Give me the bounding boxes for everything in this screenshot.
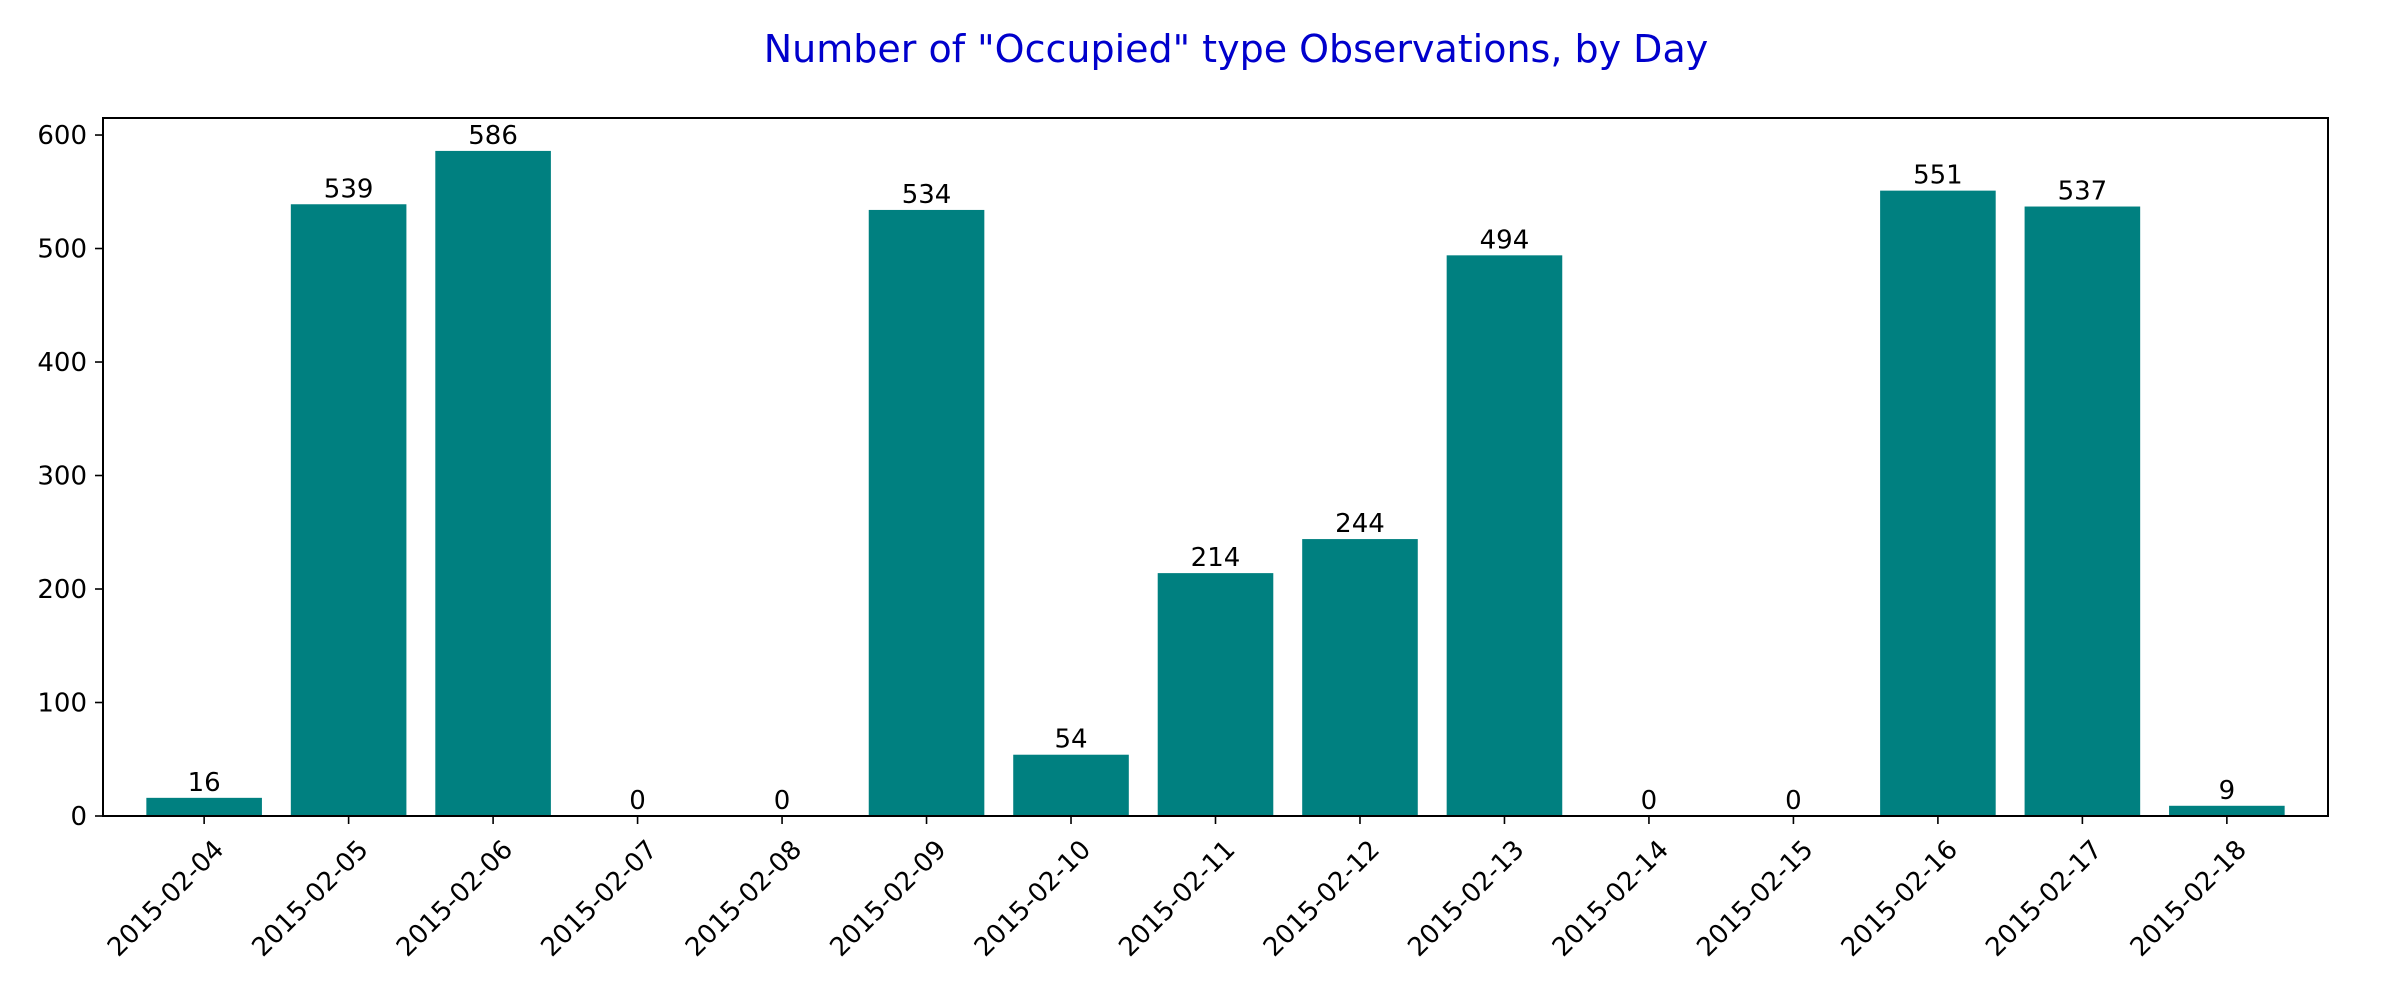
x-tick-label: 2015-02-15 xyxy=(1691,835,1819,963)
x-tick-label: 2015-02-12 xyxy=(1258,835,1386,963)
data-label-2015-02-07: 0 xyxy=(629,786,646,816)
plot-frame xyxy=(102,117,2329,817)
x-axis: 2015-02-04 2015-02-05 2015-02-06 2015-02-07… xyxy=(102,816,2253,963)
data-label-2015-02-12: 244 xyxy=(1335,509,1385,539)
x-tick-label: 2015-02-09 xyxy=(824,835,952,963)
data-label-2015-02-16: 551 xyxy=(1913,161,1963,191)
y-tick-label: 500 xyxy=(37,235,87,265)
data-label-2015-02-04: 16 xyxy=(188,768,221,798)
bar-2015-02-09 xyxy=(868,209,985,816)
data-label-2015-02-10: 54 xyxy=(1054,725,1087,755)
y-tick-label: 600 xyxy=(37,121,87,151)
y-tick-label: 300 xyxy=(37,462,87,492)
x-tick-label: 2015-02-05 xyxy=(247,835,375,963)
data-label-2015-02-11: 214 xyxy=(1191,543,1241,573)
x-tick-label: 2015-02-06 xyxy=(391,835,519,963)
x-tick-label: 2015-02-10 xyxy=(969,835,1097,963)
data-label-2015-02-14: 0 xyxy=(1641,786,1658,816)
bar-2015-02-11 xyxy=(1157,573,1274,816)
x-tick-label: 2015-02-14 xyxy=(1547,835,1675,963)
data-label-2015-02-06: 586 xyxy=(468,121,518,151)
bar-2015-02-10 xyxy=(1013,754,1129,816)
y-tick-label: 400 xyxy=(37,348,87,378)
bar-2015-02-13 xyxy=(1446,255,1563,816)
y-tick-label: 200 xyxy=(37,575,87,605)
data-label-2015-02-15: 0 xyxy=(1785,786,1802,816)
bar-2015-02-04 xyxy=(146,797,262,816)
x-tick-label: 2015-02-04 xyxy=(102,835,230,963)
data-labels-layer: 16 539 586 0 0 534 54 214 244 494 0 0 551 537 9 xyxy=(188,121,2236,816)
y-tick-label: 100 xyxy=(37,689,87,719)
data-label-2015-02-08: 0 xyxy=(774,786,791,816)
x-tick-label: 2015-02-18 xyxy=(2125,835,2253,963)
bar-2015-02-17 xyxy=(2024,206,2141,816)
y-axis: 0 100 200 300 400 500 600 xyxy=(37,121,103,832)
x-tick-label: 2015-02-08 xyxy=(680,835,808,963)
data-label-2015-02-17: 537 xyxy=(2058,177,2108,207)
chart-title: Number of "Occupied" type Observations, … xyxy=(764,27,1708,71)
bar-2015-02-16 xyxy=(1880,190,1996,817)
bar-2015-02-06 xyxy=(435,150,551,816)
data-label-2015-02-13: 494 xyxy=(1480,225,1530,255)
x-tick-label: 2015-02-17 xyxy=(1980,835,2108,963)
x-tick-label: 2015-02-13 xyxy=(1402,835,1530,963)
data-label-2015-02-18: 9 xyxy=(2219,776,2236,806)
x-tick-label: 2015-02-11 xyxy=(1113,835,1241,963)
x-tick-label: 2015-02-07 xyxy=(535,835,663,963)
bar-2015-02-18 xyxy=(2169,805,2285,816)
y-tick-label: 0 xyxy=(70,802,87,832)
data-label-2015-02-05: 539 xyxy=(324,174,374,204)
data-label-2015-02-09: 534 xyxy=(902,180,952,210)
bars-layer xyxy=(146,150,2285,817)
bar-2015-02-05 xyxy=(290,204,407,817)
bar-2015-02-12 xyxy=(1302,539,1418,816)
x-tick-label: 2015-02-16 xyxy=(1836,835,1964,963)
